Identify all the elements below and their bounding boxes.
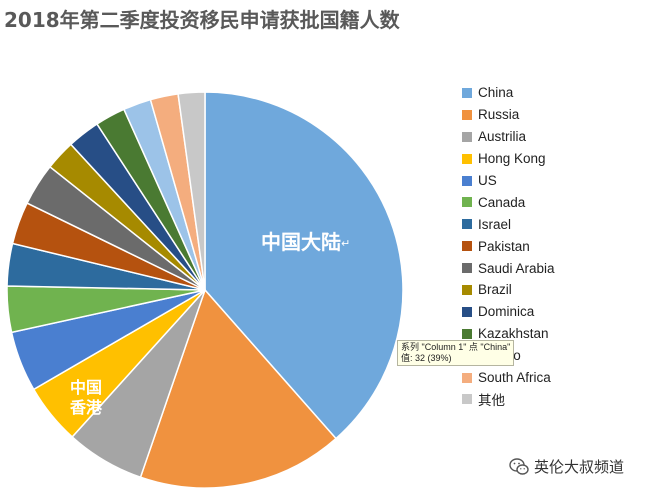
legend-swatch — [462, 394, 472, 405]
legend-label: Dominica — [478, 304, 535, 320]
legend-swatch — [462, 87, 472, 98]
legend-swatch — [462, 153, 472, 164]
legend-item: China — [462, 82, 555, 104]
legend-label: US — [478, 173, 497, 188]
legend-label: China — [478, 85, 514, 101]
legend-item: US — [462, 170, 555, 192]
legend-item: Canada — [462, 191, 555, 213]
legend-item: Saudi Arabia — [462, 257, 555, 279]
legend-item: 其他 — [462, 388, 555, 410]
wechat-icon — [509, 457, 529, 475]
legend-label: Israel — [478, 216, 512, 232]
legend-swatch — [462, 131, 472, 142]
legend-swatch — [462, 372, 472, 383]
pie-slice-china[interactable] — [204, 91, 404, 440]
chart-title: 2018年第二季度投资移民申请获批国籍人数 — [4, 8, 400, 32]
data-tooltip: 系列 "Column 1" 点 "China" 值: 32 (39%) — [397, 340, 515, 366]
pie-slice-其他[interactable] — [177, 91, 206, 291]
tooltip-line2: 值: 32 (39%) — [401, 353, 452, 363]
legend-item: Austrilia — [462, 126, 555, 148]
legend-item: Russia — [462, 104, 555, 126]
hong-kong-slice-label: 中国 香港 — [70, 378, 102, 418]
watermark-text: 英伦大叔频道 — [534, 458, 625, 476]
hong-kong-label-line2: 香港 — [70, 398, 103, 417]
legend-label: Canada — [478, 194, 526, 210]
legend-item: Hong Kong — [462, 148, 555, 170]
legend-swatch — [462, 241, 472, 252]
legend-swatch — [462, 219, 472, 230]
legend-item: Israel — [462, 213, 555, 235]
legend-label: Brazil — [478, 282, 512, 298]
legend-swatch — [462, 328, 472, 339]
legend-swatch — [462, 284, 472, 295]
legend-item: Brazil — [462, 279, 555, 301]
legend-label: Saudi Arabia — [478, 260, 555, 276]
china-slice-text: 中国大陆 — [261, 230, 341, 254]
pie-slice-russia[interactable] — [139, 288, 337, 489]
legend-label: Pakistan — [478, 238, 530, 254]
legend-swatch — [462, 197, 472, 208]
legend-item: Dominica — [462, 301, 555, 323]
legend-swatch — [462, 306, 472, 317]
watermark: 英伦大叔频道 — [509, 456, 624, 477]
legend-item: Kazakhstan — [462, 323, 555, 345]
hong-kong-label-line1: 中国 — [70, 378, 103, 397]
legend-swatch — [462, 263, 472, 274]
legend-label: Russia — [478, 107, 520, 123]
legend-item: South Africa — [462, 367, 555, 389]
legend-label: Kazakhstan — [478, 326, 549, 342]
legend-item: Pakistan — [462, 235, 555, 257]
legend-label: 其他 — [478, 393, 505, 409]
legend-swatch — [462, 175, 472, 186]
legend-swatch — [462, 109, 472, 120]
legend-label: Hong Kong — [478, 151, 546, 167]
tooltip-line1: 系列 "Column 1" 点 "China" — [401, 342, 511, 352]
legend-label: South Africa — [478, 370, 551, 386]
legend-label: Austrilia — [478, 129, 527, 145]
china-slice-label: 中国大陆↵ — [261, 226, 350, 255]
return-mark: ↵ — [341, 237, 351, 250]
